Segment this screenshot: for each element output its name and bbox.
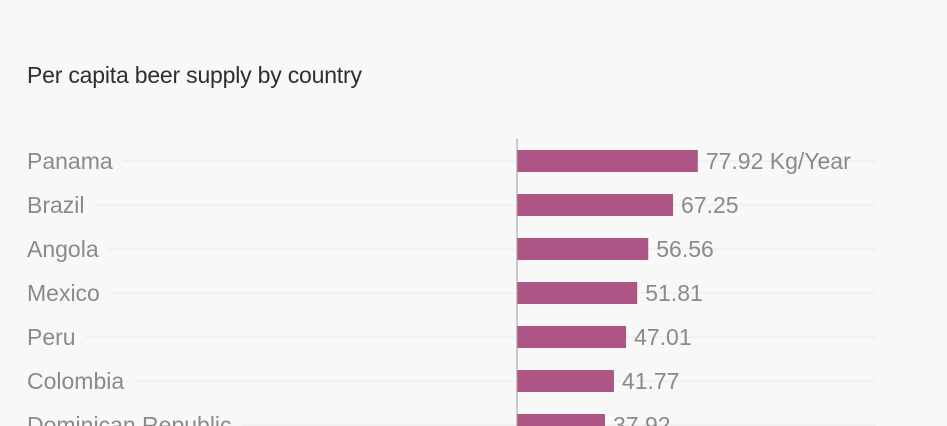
chart-title: Per capita beer supply by country [27,62,362,88]
bar [517,150,698,172]
value-label: 67.25 [681,192,739,218]
category-label: Mexico [27,280,100,306]
category-label: Angola [27,236,99,262]
value-label: 77.92 Kg/Year [706,148,851,174]
bar [517,326,627,348]
category-label: Peru [27,324,76,350]
category-label: Colombia [27,368,124,394]
value-label: 37.92 [613,412,671,426]
category-label: Panama [27,148,113,174]
category-label: Brazil [27,192,85,218]
value-label: 47.01 [634,324,692,350]
bar [517,194,674,216]
value-label: 41.77 [622,368,680,394]
bar [517,370,614,392]
value-label: 56.56 [656,236,714,262]
bar [517,282,638,304]
category-label: Dominican Republic [27,412,232,426]
bar [517,414,605,426]
value-label: 51.81 [645,280,703,306]
bar [517,238,649,260]
